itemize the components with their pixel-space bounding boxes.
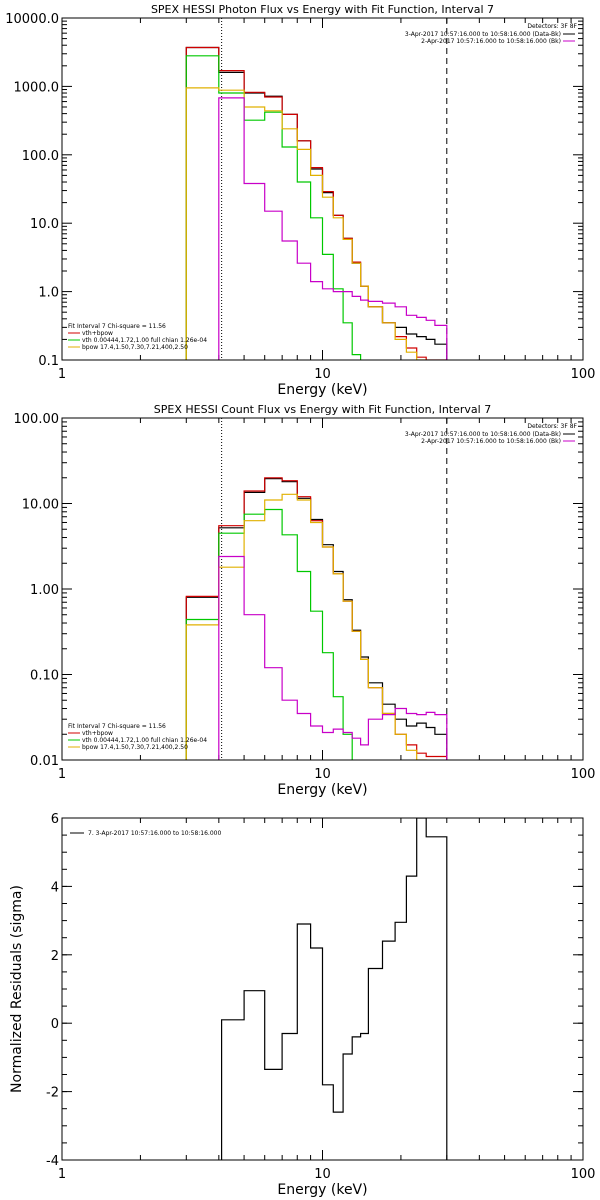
y-tick-label: 0.10 [30, 669, 59, 684]
x-tick-label: 1 [58, 367, 66, 382]
fit-entry-2: vth 0.00444,1.72,1.00 full chian 1.26e-0… [82, 737, 207, 744]
header-line-1: 3-Apr-2017 10:57:16.000 to 10:58:16.000 … [405, 31, 561, 38]
y-tick-label: 6 [51, 812, 59, 827]
y-tick-label: 0.01 [30, 754, 59, 769]
panel-3: 1 10 100 Energy (keV) -4 -2 0 2 4 6 Normalized Res… [9, 812, 595, 1198]
x-tick-label: 1 [58, 1167, 66, 1182]
y-axis: 0.01 0.10 1.00 10.00 100.00 [14, 412, 583, 769]
header-line-2: 2-Apr-2017 10:57:16.000 to 10:58:16.000 … [421, 438, 561, 445]
y-tick-label: 1.00 [30, 583, 59, 598]
x-axis: 1 10 100 Energy (keV) [58, 418, 596, 798]
x-tick-label: 10 [314, 767, 331, 782]
residual-legend-label: 7. 3-Apr-2017 10:57:16.000 to 10:58:16.0… [88, 830, 221, 837]
x-axis-label: Energy (keV) [277, 782, 367, 798]
plot-frame [61, 817, 584, 1161]
header-line-1: 3-Apr-2017 10:57:16.000 to 10:58:16.000 … [405, 431, 561, 438]
panel-2: SPEX HESSI Count Flux vs Energy with Fit… [14, 403, 596, 798]
fit-info-legend: Fit Interval 7 Chi-square = 11.56vth+bpo… [68, 323, 207, 351]
series-group [185, 477, 448, 760]
x-tick-label: 100 [571, 767, 596, 782]
chart-title: SPEX HESSI Photon Flux vs Energy with Fi… [151, 3, 494, 16]
header-legend: Detectors: 3F 8F3-Apr-2017 10:57:16.000 … [405, 23, 578, 45]
fit-info-title: Fit Interval 7 Chi-square = 11.56 [68, 723, 166, 730]
x-tick-label: 10 [314, 1167, 331, 1182]
plot-frame [61, 417, 584, 761]
series-line-3 [185, 508, 353, 760]
y-tick-label: 1.0 [38, 286, 59, 301]
x-tick-label: 10 [314, 367, 331, 382]
series-line-5 [218, 97, 448, 360]
y-tick-label: 10000.0 [5, 12, 59, 27]
series-group [185, 46, 448, 360]
x-tick-label: 100 [571, 1167, 596, 1182]
plot-frame [61, 17, 584, 361]
fit-info-legend: Fit Interval 7 Chi-square = 11.56vth+bpo… [68, 723, 207, 751]
series-line-4 [185, 87, 427, 360]
fit-entry-1: vth+bpow [82, 330, 113, 337]
y-tick-label: 10.0 [30, 217, 59, 232]
y-axis: -4 -2 0 2 4 6 Normalized Residuals (sigma) [9, 812, 583, 1169]
x-axis-label: Energy (keV) [277, 1182, 367, 1198]
y-axis-label: Normalized Residuals (sigma) [9, 885, 25, 1093]
y-axis: 0.1 1.0 10.0 100.0 1000.0 10000.0 [5, 12, 583, 369]
series-line-4 [185, 493, 427, 760]
x-tick-label: 100 [571, 367, 596, 382]
y-tick-label: 100.00 [14, 412, 60, 427]
detectors-label: Detectors: 3F 8F [527, 23, 577, 30]
fit-info-title: Fit Interval 7 Chi-square = 11.56 [68, 323, 166, 330]
chart-title: SPEX HESSI Count Flux vs Energy with Fit… [154, 403, 491, 416]
y-tick-label: 100.0 [22, 149, 59, 164]
detectors-label: Detectors: 3F 8F [527, 423, 577, 430]
fit-entry-2: vth 0.00444,1.72,1.00 full chian 1.26e-0… [82, 337, 207, 344]
x-axis-label: Energy (keV) [277, 382, 367, 398]
series-line-3 [185, 55, 362, 360]
series-line-1 [221, 818, 448, 1160]
y-tick-label: 2 [51, 949, 59, 964]
y-tick-label: 0 [51, 1017, 59, 1032]
header-legend: Detectors: 3F 8F3-Apr-2017 10:57:16.000 … [405, 423, 578, 445]
y-tick-label: -4 [46, 1154, 59, 1169]
y-tick-label: 0.1 [38, 354, 59, 369]
y-tick-label: 4 [51, 880, 59, 895]
y-tick-label: 1000.0 [14, 80, 60, 95]
fit-entry-3: bpow 17.4,1.50,7.30,7.21,400,2.50 [82, 344, 188, 351]
series-line-5 [218, 555, 448, 760]
header-line-2: 2-Apr-2017 10:57:16.000 to 10:58:16.000 … [421, 38, 561, 45]
series-group [221, 818, 448, 1160]
x-tick-label: 1 [58, 767, 66, 782]
residual-legend: 7. 3-Apr-2017 10:57:16.000 to 10:58:16.0… [70, 830, 221, 837]
y-tick-label: 10.00 [22, 498, 59, 513]
panel-1: SPEX HESSI Photon Flux vs Energy with Fi… [5, 3, 596, 398]
fit-entry-3: bpow 17.4,1.50,7.30,7.21,400,2.50 [82, 744, 188, 751]
fit-entry-1: vth+bpow [82, 730, 113, 737]
x-axis: 1 10 100 Energy (keV) [58, 818, 596, 1198]
y-tick-label: -2 [46, 1086, 59, 1101]
